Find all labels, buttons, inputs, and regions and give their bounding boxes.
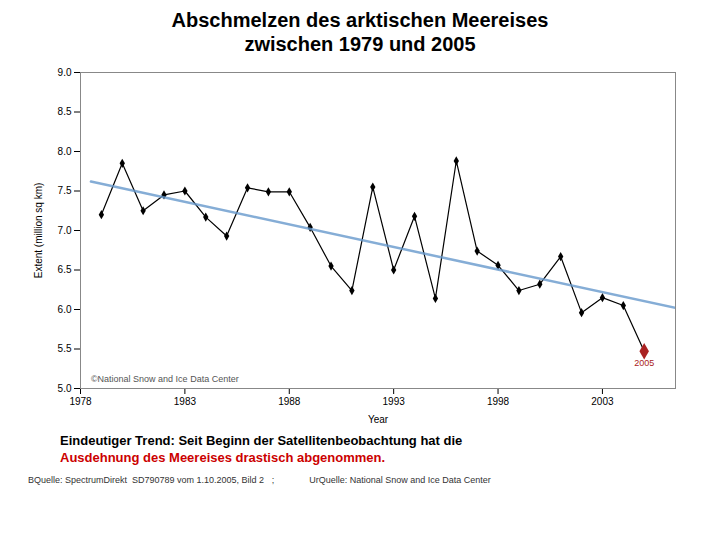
html-text:Eindeutiger Trend: Seit Beginn: Eindeutiger Trend: Seit Beginn der Satel… [60, 433, 463, 448]
svg-text:8.0: 8.0 [58, 146, 72, 157]
html-text:BQuelle: SpectrumDirekt SD7907: BQuelle: SpectrumDirekt SD790789 vom 1.1… [28, 475, 491, 485]
html-text:Abschmelzen des arktischen Mee: Abschmelzen des arktischen Meereises zwi… [171, 9, 549, 55]
svg-text:7.5: 7.5 [58, 185, 72, 196]
svg-text:Extent (million sq km): Extent (million sq km) [33, 183, 44, 279]
svg-text:1988: 1988 [278, 396, 301, 407]
svg-text:©National Snow and Ice Data Ce: ©National Snow and Ice Data Center [91, 374, 239, 384]
svg-text:9.0: 9.0 [58, 67, 72, 78]
html-text:Ausdehnung des Meereises drast: Ausdehnung des Meereises drastisch abgen… [60, 450, 386, 465]
svg-text:6.5: 6.5 [58, 264, 72, 275]
svg-text:1978: 1978 [69, 396, 92, 407]
svg-text:5.0: 5.0 [58, 383, 72, 394]
svg-text:8.5: 8.5 [58, 106, 72, 117]
svg-text:Year: Year [368, 414, 389, 425]
svg-text:1998: 1998 [487, 396, 510, 407]
svg-text:1993: 1993 [383, 396, 406, 407]
svg-text:7.0: 7.0 [58, 225, 72, 236]
svg-text:2003: 2003 [591, 396, 614, 407]
svg-text:2005: 2005 [634, 358, 654, 368]
svg-text:6.0: 6.0 [58, 304, 72, 315]
svg-text:5.5: 5.5 [58, 343, 72, 354]
svg-text:1983: 1983 [174, 396, 197, 407]
